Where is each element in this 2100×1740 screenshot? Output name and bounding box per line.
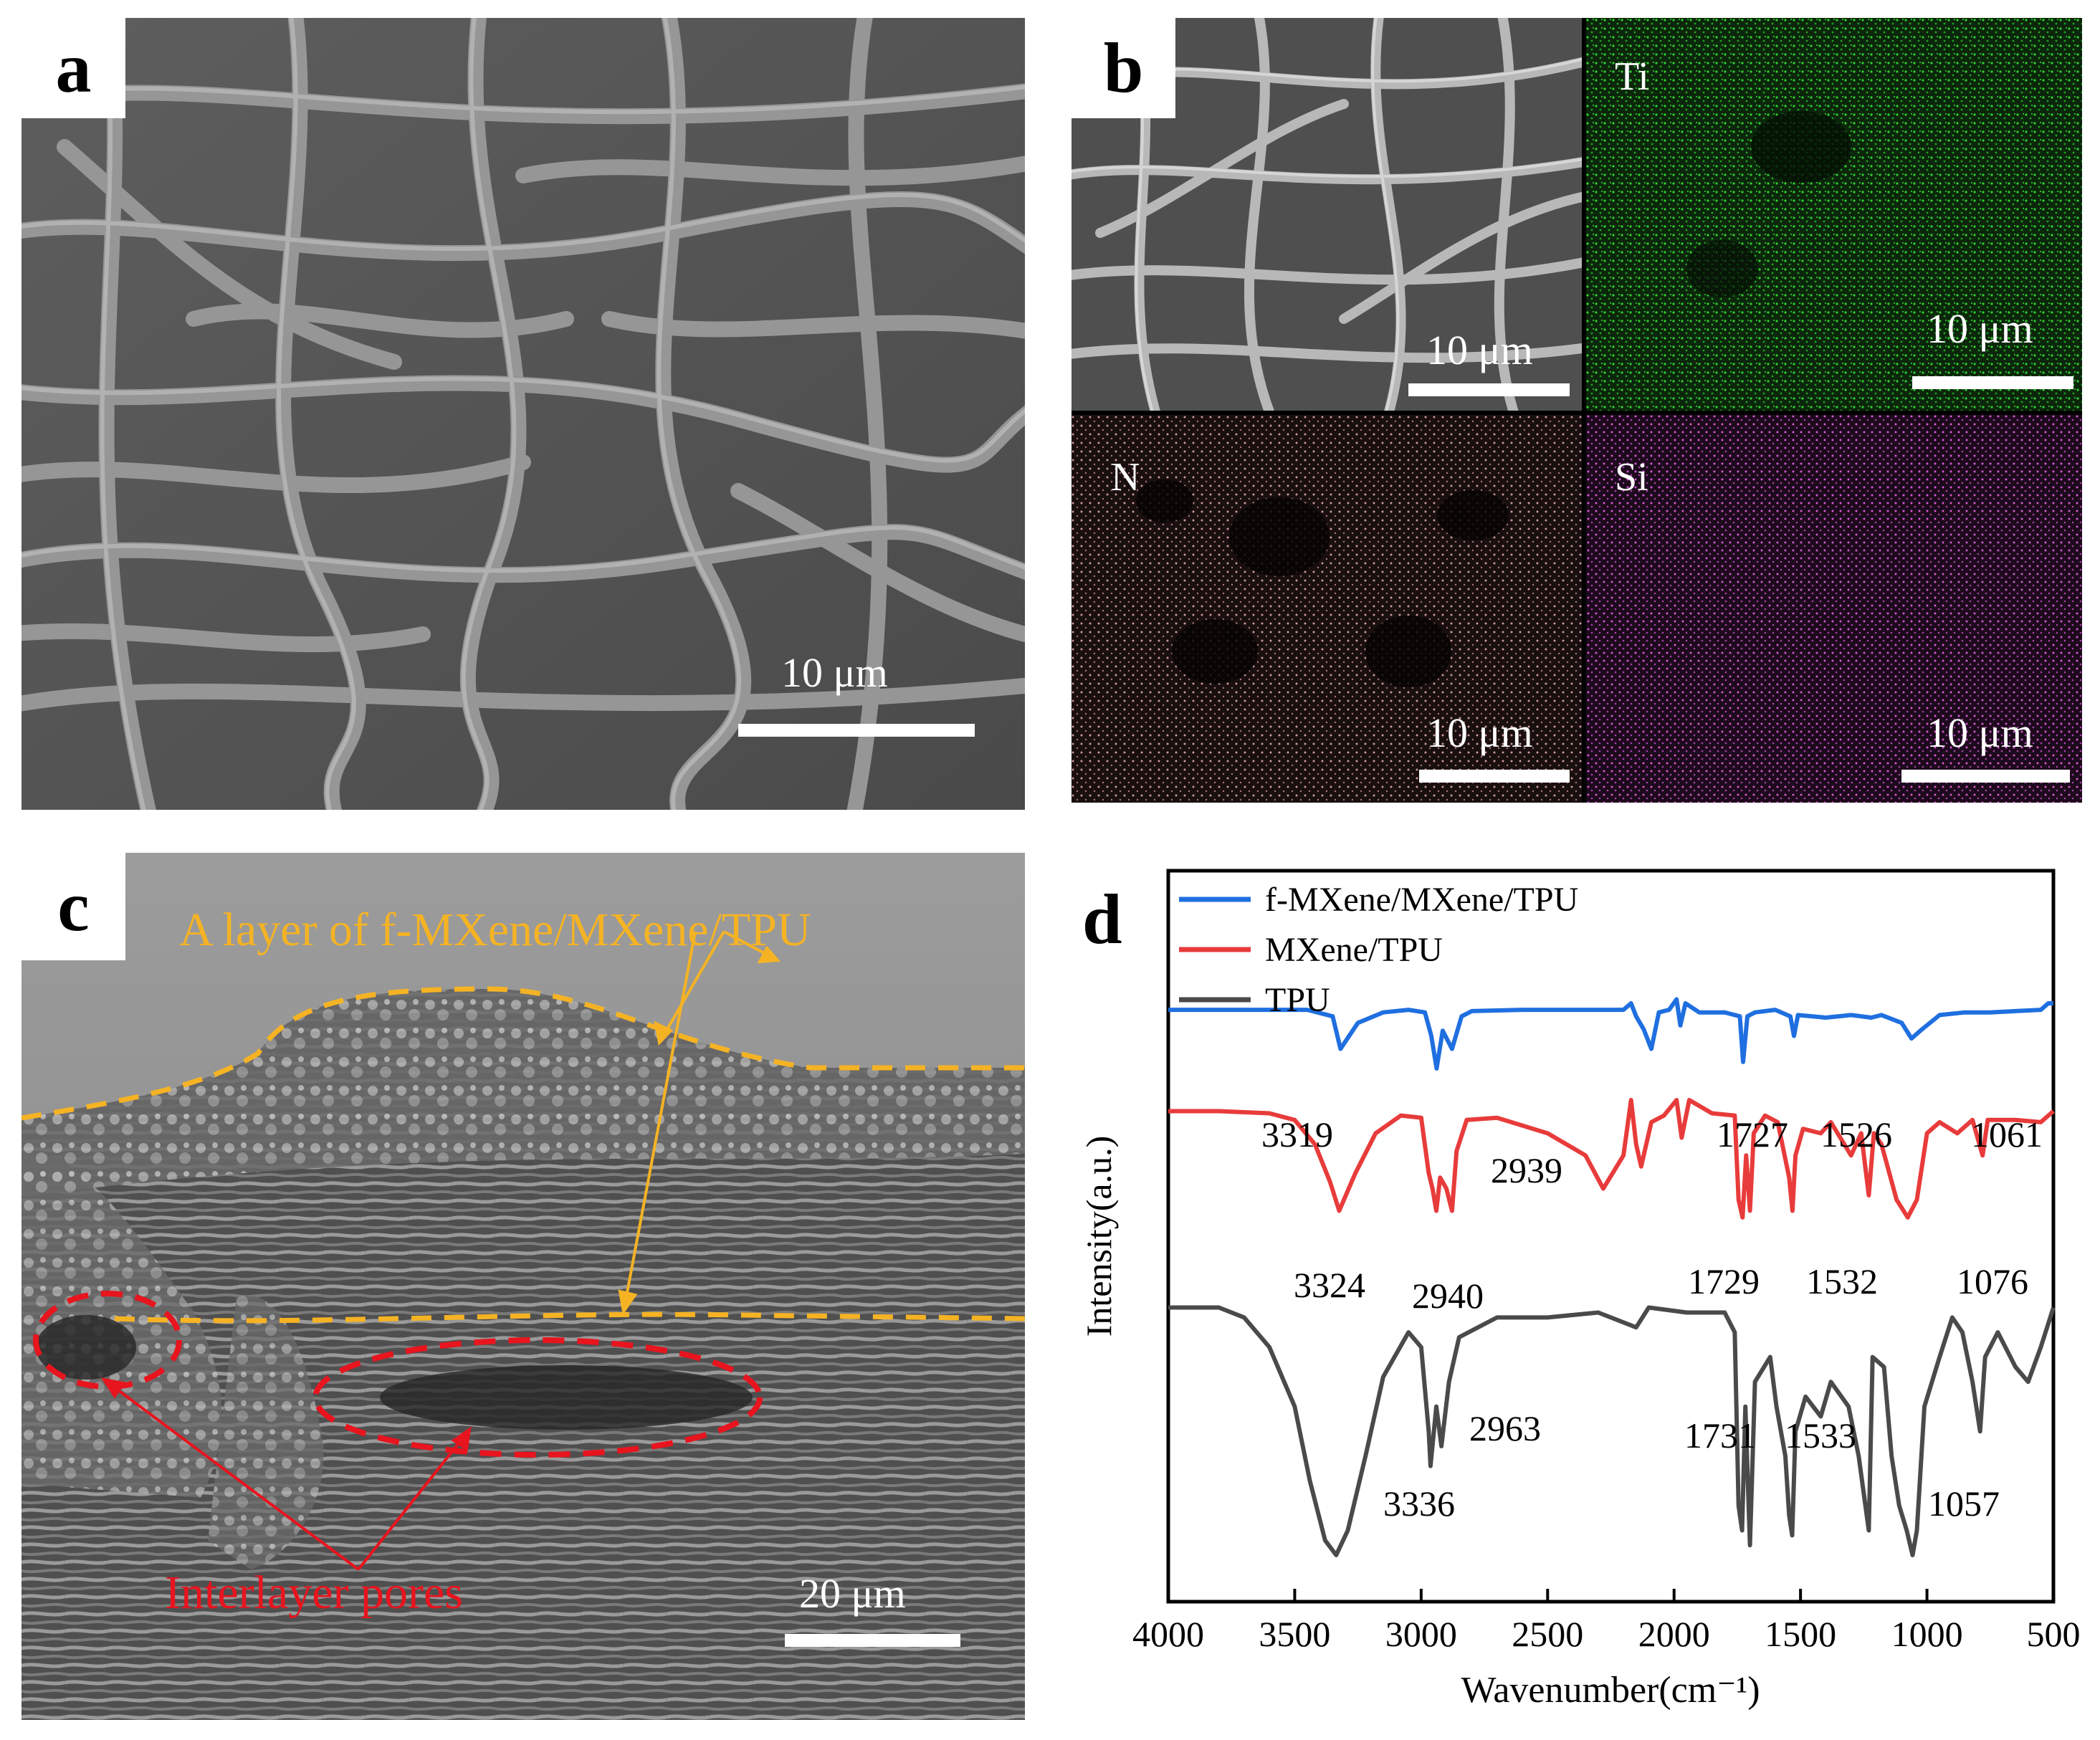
scale-bar-b-n: [1419, 770, 1570, 783]
panel-b: 10 μm Ti 10 μm: [1072, 18, 2082, 803]
y-axis-label: Intensity(a.u.): [1079, 1136, 1119, 1337]
legend-label: MXene/TPU: [1265, 931, 1443, 969]
peak-label: 2940: [1412, 1276, 1484, 1316]
scale-bar-label-b-ti: 10 μm: [1927, 305, 2033, 352]
x-tick-label: 3500: [1259, 1614, 1330, 1654]
element-label-ti: Ti: [1615, 54, 1649, 99]
panel-label-d: d: [1082, 879, 1122, 959]
sem-cross-section: [22, 853, 1025, 1720]
peak-label: 2939: [1491, 1150, 1562, 1190]
series-line: [1168, 997, 2053, 1071]
sem-image-fibers: [22, 18, 1025, 810]
panel-d: d 4000 3500 3000 2500 2000 1500 1000 500 3319 29…: [1061, 838, 2086, 1727]
annotation-layer-label: A layer of f-MXene/MXene/TPU: [179, 904, 811, 956]
ftir-chart: 4000 3500 3000 2500 2000 1500 1000 500 3319 2939…: [1079, 869, 2081, 1711]
annotation-pores-label: Interlayer pores: [165, 1567, 463, 1619]
panel-b-n-map: N 10 μm: [1072, 415, 1582, 803]
layer-arrows: [618, 930, 781, 1316]
x-axis-ticks: 4000 3500 3000 2500 2000 1500 1000 500: [1132, 1589, 2081, 1654]
panel-label-c: c: [22, 853, 125, 960]
peak-label: 3324: [1294, 1265, 1365, 1305]
series-line: [1168, 1305, 2056, 1557]
peak-label: 3336: [1383, 1483, 1455, 1524]
legend-label: f-MXene/MXene/TPU: [1265, 881, 1578, 919]
peak-label: 2963: [1469, 1408, 1541, 1448]
panel-b-ti-map: Ti 10 μm: [1586, 18, 2082, 411]
peak-labels: 3319 2939 1727 1526 1061 3324 2940 1729 1532 1076…: [1261, 1114, 2043, 1524]
panel-b-sem-tile: 10 μm: [1072, 18, 1582, 411]
legend: f-MXene/MXene/TPU MXene/TPU TPU: [1179, 881, 1578, 1019]
series-lines: [1168, 997, 2056, 1557]
scale-bar-b-ti: [1912, 376, 2073, 389]
annotation-overlay: [22, 930, 1025, 1571]
eds-map-ti: [1586, 18, 2082, 411]
pore-arrows: [100, 1377, 472, 1571]
peak-label: 1533: [1785, 1415, 1856, 1455]
panel-a: a 10 μm: [22, 18, 1025, 810]
element-label-n: N: [1111, 455, 1140, 499]
eds-map-n: [1072, 415, 1582, 803]
peak-label: 1731: [1684, 1415, 1756, 1455]
pore-outlines: [33, 1291, 763, 1458]
peak-label: 1727: [1717, 1114, 1788, 1155]
x-tick-label: 500: [2027, 1614, 2081, 1654]
element-label-si: Si: [1615, 455, 1648, 499]
x-tick-label: 3000: [1385, 1614, 1457, 1654]
plot-frame: [1166, 869, 2056, 1604]
scale-bar-label-a: 10 μm: [781, 649, 888, 696]
panel-label-a: a: [22, 18, 125, 118]
peak-label: 1526: [1820, 1114, 1892, 1155]
peak-label: 1532: [1806, 1261, 1878, 1301]
panel-label-b: b: [1072, 18, 1175, 118]
scale-bar-label-b-sem: 10 μm: [1426, 327, 1533, 373]
scale-bar-a: [738, 724, 975, 737]
x-tick-label: 4000: [1132, 1614, 1204, 1654]
eds-map-si: [1586, 415, 2082, 803]
scale-bar-label-b-n: 10 μm: [1426, 709, 1533, 756]
peak-label: 1061: [1971, 1114, 2043, 1155]
x-tick-label: 1000: [1891, 1614, 1963, 1654]
series-line: [1168, 1098, 2055, 1220]
layer-boundary-dashes: [22, 986, 1025, 1324]
scale-bar-label-b-si: 10 μm: [1927, 709, 2033, 756]
legend-label: TPU: [1265, 981, 1330, 1019]
peak-label: 1076: [1957, 1261, 2028, 1301]
peak-label: 1729: [1688, 1261, 1760, 1301]
x-tick-label: 2000: [1638, 1614, 1710, 1654]
peak-label: 3319: [1261, 1114, 1333, 1155]
scale-bar-label-c: 20 μm: [799, 1570, 906, 1617]
panel-b-si-map: Si 10 μm: [1586, 415, 2082, 803]
x-axis-label: Wavenumber(cm⁻¹): [1461, 1670, 1760, 1711]
panel-c: c A layer of f-MXene/MXene/TPU Interlaye…: [22, 853, 1025, 1720]
scale-bar-b-si: [1901, 770, 2070, 783]
scale-bar-b-sem: [1408, 383, 1570, 396]
x-tick-label: 1500: [1765, 1614, 1836, 1654]
peak-label: 1057: [1928, 1483, 2000, 1524]
x-tick-label: 2500: [1512, 1614, 1583, 1654]
scale-bar-c: [785, 1634, 960, 1647]
